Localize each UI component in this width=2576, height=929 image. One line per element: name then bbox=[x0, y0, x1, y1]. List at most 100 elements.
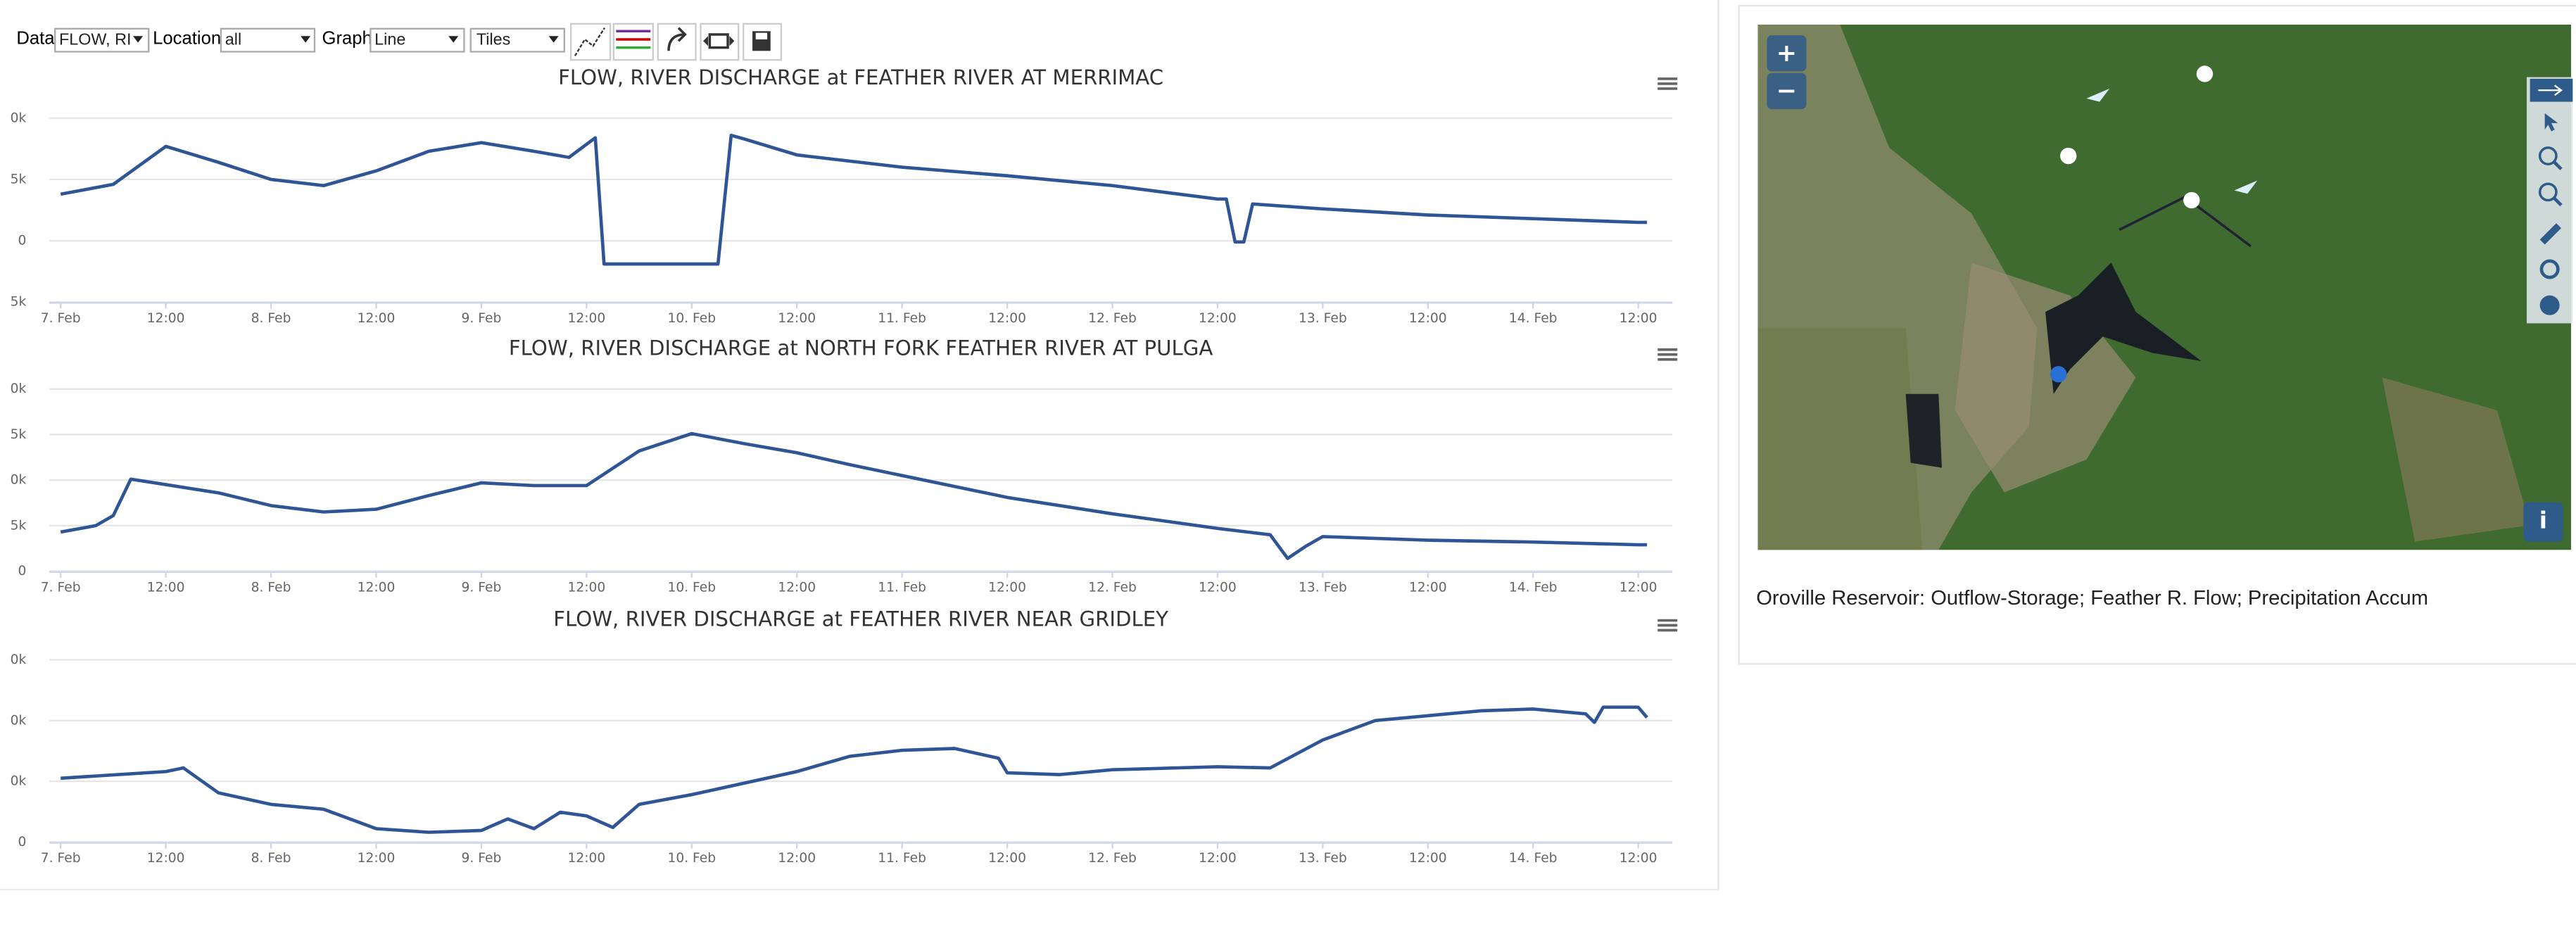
y-tick-label: 0 bbox=[18, 835, 26, 849]
x-tick-label: 12:00 bbox=[988, 580, 1026, 595]
x-tick-label: 12. Feb bbox=[1088, 580, 1137, 595]
y-tick-label: 0k bbox=[11, 381, 27, 396]
y-tick-label: 5k bbox=[11, 427, 27, 442]
dropdown-arrow bbox=[133, 36, 144, 43]
x-tick-label: 12:00 bbox=[1409, 851, 1447, 866]
zoom-in-label[interactable]: + bbox=[1776, 39, 1797, 68]
location-label: Location bbox=[153, 29, 221, 49]
x-tick-label: 11. Feb bbox=[878, 580, 926, 595]
x-tick-label: 12:00 bbox=[358, 580, 396, 595]
x-tick-label: 14. Feb bbox=[1509, 311, 1558, 326]
x-tick-label: 9. Feb bbox=[462, 851, 502, 866]
tiles-select[interactable] bbox=[469, 27, 565, 53]
x-tick-label: 12:00 bbox=[147, 580, 185, 595]
zoom-in-button[interactable] bbox=[1767, 35, 1807, 72]
x-tick-label: 10. Feb bbox=[667, 311, 716, 326]
x-tick-label: 11. Feb bbox=[878, 311, 926, 326]
x-tick-label: 12:00 bbox=[778, 580, 816, 595]
y-tick-label: 0k bbox=[11, 713, 27, 728]
x-tick-label: 12:00 bbox=[988, 311, 1026, 326]
resize-button[interactable] bbox=[700, 23, 740, 61]
y-tick-label: 0 bbox=[18, 234, 26, 248]
y-tick-label: 0k bbox=[11, 473, 27, 488]
x-tick-label: 14. Feb bbox=[1509, 851, 1558, 866]
x-tick-label: 14. Feb bbox=[1509, 580, 1558, 595]
series-line bbox=[60, 133, 1648, 266]
x-tick-label: 9. Feb bbox=[462, 311, 502, 326]
x-tick-label: 12:00 bbox=[1620, 311, 1658, 326]
zoom-out-label[interactable]: − bbox=[1776, 77, 1797, 106]
x-tick-label: 12:00 bbox=[567, 580, 605, 595]
x-tick-label: 10. Feb bbox=[667, 580, 716, 595]
x-tick-label: 12:00 bbox=[147, 851, 185, 866]
toolbar: Data FLOW, RI Location all Graph Line Ti… bbox=[16, 23, 783, 61]
x-tick-label: 12:00 bbox=[1199, 851, 1237, 866]
x-tick-label: 13. Feb bbox=[1299, 311, 1347, 326]
location-select-value[interactable]: all bbox=[225, 30, 241, 48]
graph-select-value[interactable]: Line bbox=[374, 30, 405, 48]
x-tick-label: 12:00 bbox=[358, 311, 396, 326]
y-tick-label: 0 bbox=[18, 564, 26, 579]
x-tick-label: 12:00 bbox=[1199, 580, 1237, 595]
x-tick-label: 11. Feb bbox=[878, 851, 926, 866]
chart-menu[interactable] bbox=[1658, 619, 1678, 632]
graph-label: Graph bbox=[322, 29, 372, 49]
redo-button[interactable] bbox=[657, 23, 697, 61]
x-tick-label: 12. Feb bbox=[1088, 851, 1137, 866]
x-tick-label: 9. Feb bbox=[462, 580, 502, 595]
x-tick-label: 7. Feb bbox=[41, 311, 81, 326]
zoom-out-button[interactable] bbox=[1767, 72, 1807, 110]
x-tick-label: 8. Feb bbox=[251, 851, 291, 866]
info-button[interactable] bbox=[2523, 502, 2563, 542]
chart-title: FLOW, RIVER DISCHARGE at NORTH FORK FEAT… bbox=[509, 336, 1213, 360]
dropdown-arrow bbox=[301, 36, 311, 43]
y-tick-label: 0k bbox=[11, 774, 27, 789]
x-tick-label: 12:00 bbox=[988, 851, 1026, 866]
x-tick-label: 10. Feb bbox=[667, 851, 716, 866]
data-label: Data bbox=[16, 29, 55, 49]
series-line bbox=[61, 705, 1648, 834]
y-tick-label: 0k bbox=[11, 652, 27, 667]
chart-menu[interactable] bbox=[1658, 348, 1678, 361]
x-tick-label: 12:00 bbox=[1620, 851, 1658, 866]
chart-title: FLOW, RIVER DISCHARGE at FEATHER RIVER A… bbox=[558, 65, 1163, 89]
x-tick-label: 7. Feb bbox=[41, 851, 81, 866]
x-tick-label: 12:00 bbox=[1409, 580, 1447, 595]
x-tick-label: 12:00 bbox=[1620, 580, 1658, 595]
x-tick-label: 13. Feb bbox=[1299, 580, 1347, 595]
chart-menu[interactable] bbox=[1658, 77, 1678, 90]
y-tick-label: 5k bbox=[11, 295, 27, 310]
info-label[interactable]: i bbox=[2539, 507, 2547, 534]
series-line bbox=[60, 431, 1648, 560]
x-tick-label: 12:00 bbox=[1409, 311, 1447, 326]
x-tick-label: 12:00 bbox=[1199, 311, 1237, 326]
x-tick-label: 13. Feb bbox=[1299, 851, 1347, 866]
dropdown-arrow bbox=[448, 36, 459, 43]
x-tick-label: 12. Feb bbox=[1088, 311, 1137, 326]
data-select-value[interactable]: FLOW, RI bbox=[59, 30, 131, 48]
tiles-select-value[interactable]: Tiles bbox=[476, 30, 510, 48]
tool-icons[interactable] bbox=[2538, 113, 2563, 315]
x-tick-label: 8. Feb bbox=[251, 580, 291, 595]
y-tick-label: 5k bbox=[11, 172, 27, 187]
location-select[interactable] bbox=[220, 27, 316, 53]
lines-button[interactable] bbox=[612, 23, 655, 61]
data-select[interactable] bbox=[54, 27, 150, 53]
graph-select[interactable] bbox=[370, 27, 465, 53]
save-button[interactable] bbox=[743, 23, 783, 61]
map[interactable]: + − i bbox=[1757, 24, 2573, 550]
x-tick-label: 12:00 bbox=[567, 851, 605, 866]
x-tick-label: 12:00 bbox=[358, 851, 396, 866]
chart-title: FLOW, RIVER DISCHARGE at FEATHER RIVER N… bbox=[553, 607, 1168, 631]
y-tick-label: 5k bbox=[11, 518, 27, 533]
map-caption: Oroville Reservoir: Outflow-Storage; Fea… bbox=[1756, 587, 2428, 609]
x-tick-label: 8. Feb bbox=[251, 311, 291, 326]
x-tick-label: 12:00 bbox=[567, 311, 605, 326]
x-tick-label: 12:00 bbox=[778, 311, 816, 326]
y-tick-label: 0k bbox=[11, 110, 27, 125]
scatter-button[interactable] bbox=[569, 23, 612, 61]
x-tick-label: 12:00 bbox=[778, 851, 816, 866]
x-tick-label: 12:00 bbox=[147, 311, 185, 326]
x-tick-label: 7. Feb bbox=[41, 580, 81, 595]
